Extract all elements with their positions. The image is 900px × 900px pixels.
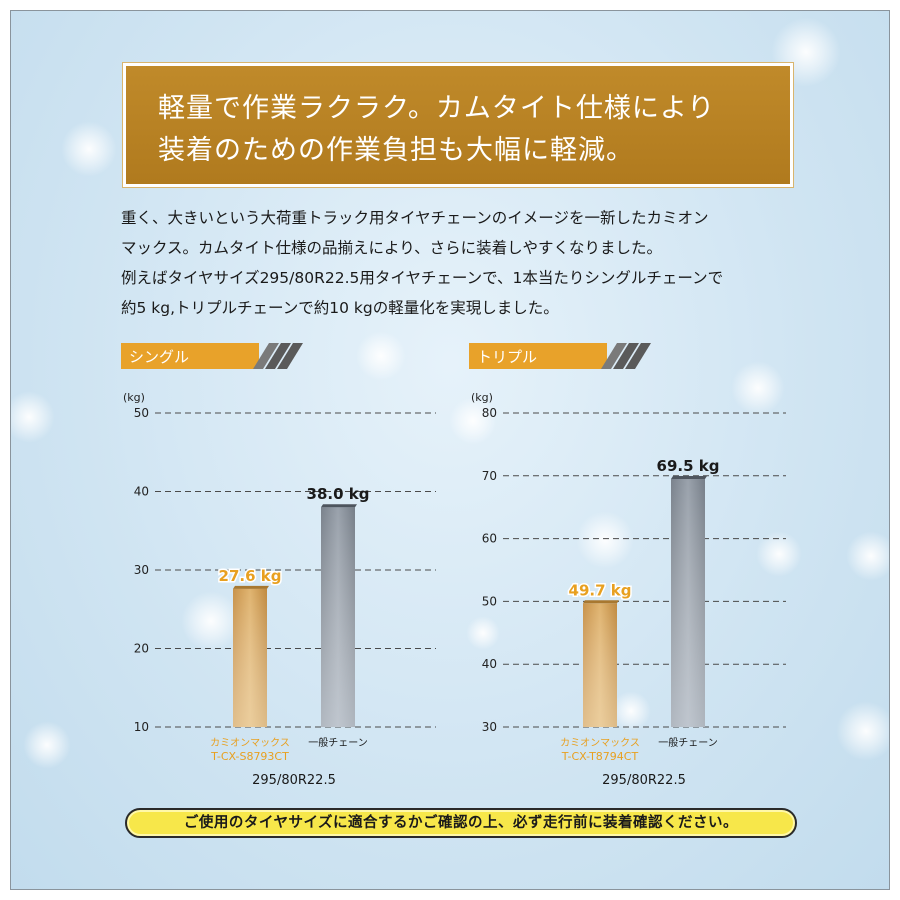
- bar-value-label: 49.7 kg: [569, 581, 632, 599]
- bar-shade: [233, 588, 267, 727]
- bar-shade: [321, 507, 355, 727]
- y-tick-label: 50: [134, 406, 149, 420]
- chart-title: シングル: [129, 348, 189, 366]
- category-label: 一般チェーン: [658, 736, 718, 749]
- y-tick-label: 30: [134, 563, 149, 577]
- bar-shade: [583, 603, 617, 727]
- category-model-number: T-CX-T8794CT: [561, 750, 639, 763]
- y-axis-unit-label: (kg): [123, 391, 145, 404]
- notice-text: ご使用のタイヤサイズに適合するかご確認の上、必ず走行前に装着確認ください。: [183, 815, 739, 831]
- bar-value-label: 38.0 kg: [307, 485, 370, 503]
- bar-regular-chain: [321, 504, 357, 727]
- category-label: カミオンマックス: [560, 737, 640, 749]
- chart-single: シングル (kg) 10 20 30 40 50 27.6 kg カミオンマックスT-CX-S8…: [121, 343, 436, 788]
- y-tick-label: 20: [134, 642, 149, 656]
- headline-text: 軽量で作業ラクラク。カムタイト仕様により 装着のための作業負担も大幅に軽減。: [158, 93, 716, 166]
- title-tab-bg: [121, 343, 259, 369]
- bar-value-label: 27.6 kg: [219, 567, 282, 585]
- y-tick-label: 30: [482, 720, 497, 734]
- x-axis-label: 295/80R22.5: [602, 773, 686, 788]
- y-tick-label: 80: [482, 406, 497, 420]
- y-tick-label: 40: [482, 657, 497, 671]
- page-panel: 軽量で作業ラクラク。カムタイト仕様により 装着のための作業負担も大幅に軽減。 重…: [10, 10, 890, 890]
- bar-top: [671, 475, 707, 479]
- chart-title-tab: トリプル: [469, 343, 651, 369]
- bar-top: [321, 504, 357, 508]
- bar-kamionmax: [233, 585, 269, 727]
- category-model-number: T-CX-S8793CT: [210, 750, 289, 763]
- y-tick-label: 50: [482, 594, 497, 608]
- bar-regular-chain: [671, 475, 707, 727]
- headline-banner: 軽量で作業ラクラク。カムタイト仕様により 装着のための作業負担も大幅に軽減。: [123, 63, 793, 187]
- title-slash-decoration: [613, 343, 639, 369]
- chart-title-tab: シングル: [121, 343, 303, 369]
- title-tab-bg: [469, 343, 607, 369]
- bar-top: [583, 600, 619, 604]
- bar-shade: [671, 478, 705, 727]
- bar-top: [233, 585, 269, 589]
- x-axis-label: 295/80R22.5: [252, 773, 336, 788]
- title-slash-decoration: [265, 343, 291, 369]
- title-slash-decoration: [625, 343, 651, 369]
- y-tick-label: 10: [134, 720, 149, 734]
- y-tick-label: 60: [482, 532, 497, 546]
- description-text: 重く、大きいという大荷重トラック用タイヤチェーンのイメージを一新したカミオン マ…: [121, 209, 724, 317]
- notice-banner: ご使用のタイヤサイズに適合するかご確認の上、必ず走行前に装着確認ください。: [125, 808, 797, 838]
- title-slash-decoration: [601, 343, 627, 369]
- title-slash-decoration: [253, 343, 279, 369]
- chart-triple: トリプル (kg) 30 40 50 60 70 80 49.7 kg カミオンマックスT-CX-…: [469, 343, 786, 788]
- category-label: 一般チェーン: [308, 736, 368, 749]
- title-slash-decoration: [277, 343, 303, 369]
- chart-title: トリプル: [477, 348, 537, 366]
- bar-value-label: 69.5 kg: [657, 457, 720, 475]
- y-tick-label: 40: [134, 485, 149, 499]
- category-label: カミオンマックス: [210, 737, 290, 749]
- y-tick-label: 70: [482, 469, 497, 483]
- y-axis-unit-label: (kg): [471, 391, 493, 404]
- bar-kamionmax: [583, 600, 619, 727]
